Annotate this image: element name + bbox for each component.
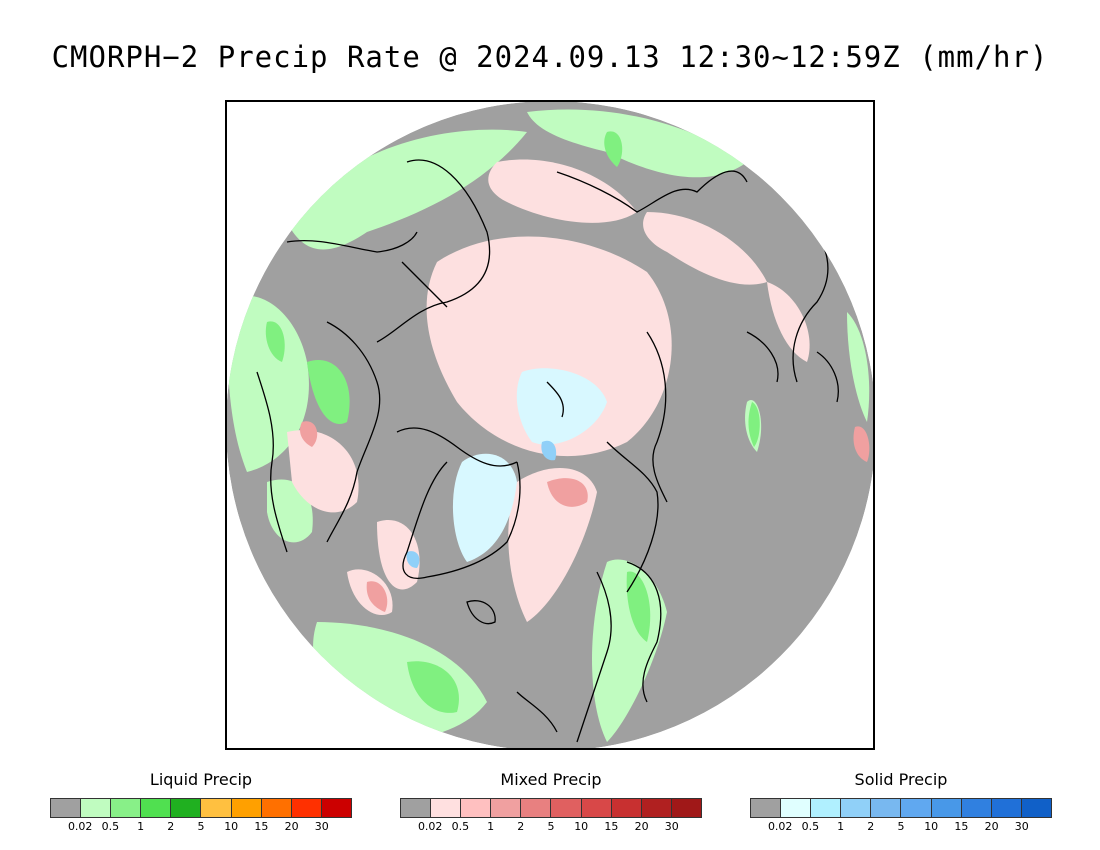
legend-tick-label: 1 [137,820,145,833]
legend-swatch [401,799,432,817]
legend-solid-swatches [750,798,1052,818]
legend-tick-label: 0.5 [101,820,120,833]
legend-tick-label: 30 [314,820,329,833]
legend-tick-label: 0.02 [67,820,93,833]
legend-swatch [641,799,672,817]
light-mixed-precip [287,159,810,622]
legend-swatch [171,799,202,817]
legend-swatch [871,799,902,817]
legend-swatch [611,799,642,817]
legend-tick-label: 30 [1014,820,1029,833]
legend-swatch [141,799,172,817]
legend-tick-label: 10 [224,820,239,833]
chart-title: CMORPH−2 Precip Rate @ 2024.09.13 12:30~… [51,40,1049,74]
legend-swatch [321,799,351,817]
moderate-solid-precip [406,440,557,568]
legend-liquid-swatches [50,798,352,818]
light-solid-precip [452,368,607,562]
legend-swatch [51,799,82,817]
legend-tick-label: 5 [197,820,205,833]
legend-swatch [841,799,872,817]
legend-swatch [521,799,552,817]
legend-tick-label: 15 [254,820,269,833]
legend-tick-label: 1 [487,820,495,833]
legend-mixed-title: Mixed Precip [500,770,602,789]
legend-swatch [231,799,262,817]
legend-swatch [961,799,992,817]
legend-tick-label: 15 [604,820,619,833]
legend-swatch [261,799,292,817]
legend-swatch [111,799,142,817]
legend-swatch [1021,799,1051,817]
moderate-liquid-precip [265,131,760,713]
legend-swatch [811,799,842,817]
legend-swatch [931,799,962,817]
legend-swatch [781,799,812,817]
legend-swatch [991,799,1022,817]
legend-tick-label: 20 [984,820,999,833]
legend-solid-title: Solid Precip [854,770,948,789]
legend-swatch [461,799,492,817]
legend-tick-label: 15 [954,820,969,833]
legend-tick-label: 0.5 [451,820,470,833]
legend-tick-label: 0.02 [767,820,793,833]
legend-swatch [581,799,612,817]
legend-tick-label: 10 [924,820,939,833]
legend-tick-label: 2 [867,820,875,833]
legend-solid-ticks: 0.02 0.5 1 2 5 10 15 20 30 [750,818,1052,833]
legend-liquid-title: Liquid Precip [149,770,253,789]
legend-swatch [201,799,232,817]
legend-tick-label: 2 [517,820,525,833]
legend-swatch [431,799,462,817]
legend-solid: Solid Precip 0.02 0.5 1 2 5 10 15 20 30 [750,770,1052,833]
legend-liquid-ticks: 0.02 0.5 1 2 5 10 15 20 30 [50,818,352,833]
legend-tick-label: 1 [837,820,845,833]
legend-mixed-swatches [400,798,702,818]
legend-swatch [81,799,112,817]
legend-swatch [291,799,322,817]
legend-tick-label: 2 [167,820,175,833]
map-canvas [227,102,873,748]
legend-liquid: Liquid Precip 0.02 0.5 1 2 5 10 15 20 30 [50,770,352,833]
legend-tick-label: 5 [547,820,555,833]
legend-tick-label: 20 [284,820,299,833]
legend-swatch [491,799,522,817]
legend-swatch [551,799,582,817]
legend-tick-label: 20 [634,820,649,833]
legend-swatch [751,799,782,817]
legend-tick-label: 5 [897,820,905,833]
moderate-mixed-precip [300,421,870,612]
legend-tick-label: 30 [664,820,679,833]
polar-map [225,100,875,750]
legend-mixed-ticks: 0.02 0.5 1 2 5 10 15 20 30 [400,818,702,833]
legend-tick-label: 10 [574,820,589,833]
legend-tick-label: 0.5 [801,820,820,833]
legend-tick-label: 0.02 [417,820,443,833]
legend-swatch [901,799,932,817]
legend-mixed: Mixed Precip 0.02 0.5 1 2 5 10 15 20 30 [400,770,702,833]
legend-swatch [671,799,701,817]
